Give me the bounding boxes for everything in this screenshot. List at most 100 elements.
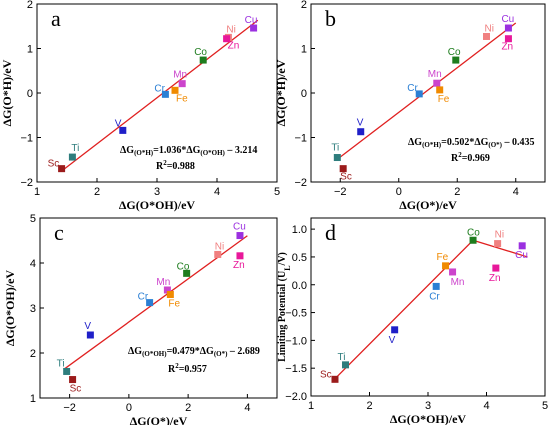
point-cr xyxy=(146,299,154,307)
y-tick-label: 1 xyxy=(30,393,36,405)
x-tick-label: 4 xyxy=(244,402,250,414)
panel-a: 1 2 3 4 5 −2 −1 0 1 2 ΔG(O*OH)/eV ΔG(O*H)/eV a Sc Ti V C… xyxy=(0,0,280,212)
point-co xyxy=(469,236,477,244)
x-tick-label: 0 xyxy=(126,402,132,414)
plot-frame xyxy=(310,217,546,397)
point-fe xyxy=(166,291,174,298)
y-tick-label: −1.5 xyxy=(285,363,307,375)
x-axis-label: ΔG(O*OH)/eV xyxy=(119,198,196,212)
point-label-sc: Sc xyxy=(320,369,332,380)
point-cu xyxy=(250,24,258,32)
point-label-ti: Ti xyxy=(71,143,79,154)
point-label-cr: Cr xyxy=(407,83,418,94)
y-tick-label: 0.0 xyxy=(292,280,307,292)
point-label-zn: Zn xyxy=(233,260,245,271)
fit-line xyxy=(336,22,517,160)
y-axis-label: ΔG(O*H)/eV xyxy=(274,59,288,126)
y-tick-label: 0 xyxy=(301,88,307,100)
r-squared: R2=0.969 xyxy=(451,151,490,164)
point-fe xyxy=(171,86,179,94)
point-label-cu: Cu xyxy=(515,250,528,261)
x-tick-label: 5 xyxy=(542,400,548,412)
fit-equation: ΔG(O*H)=0.502*ΔG(O*) – 0.435 xyxy=(408,137,534,149)
point-co xyxy=(183,269,191,277)
panel-c: −2 0 2 4 1 2 3 4 5 ΔG(O*)/eV ΔG(O*OH)/eV c Ti Sc V Cr Mn… xyxy=(3,213,278,428)
point-v xyxy=(357,128,365,136)
point-v xyxy=(86,331,94,339)
y-axis-label: Limiting Potential (UL/V) xyxy=(277,252,292,362)
volcano-line xyxy=(333,239,528,380)
y-tick-label: −0.5 xyxy=(285,308,307,320)
x-tick-label: −2 xyxy=(334,186,347,198)
y-tick-label: 0 xyxy=(27,88,33,100)
point-label-sc: Sc xyxy=(70,384,82,395)
fit-equation: ΔG(O*OH)=0.479*ΔG(O*) – 2.689 xyxy=(128,346,260,358)
x-tick-label: 0 xyxy=(396,186,402,198)
panel-letter: c xyxy=(54,220,64,245)
point-label-co: Co xyxy=(467,227,480,238)
point-label-fe: Fe xyxy=(437,252,449,263)
x-tick-label: 1 xyxy=(308,400,314,412)
point-label-co: Co xyxy=(194,47,207,58)
point-label-zn: Zn xyxy=(228,41,240,52)
point-ni xyxy=(494,240,502,248)
point-label-ni: Ni xyxy=(495,230,504,241)
point-ti xyxy=(68,153,76,161)
point-ni xyxy=(483,32,490,40)
x-tick-label: 4 xyxy=(483,400,489,412)
point-cr xyxy=(432,282,440,290)
x-tick-label: 3 xyxy=(425,400,431,412)
point-label-sc: Sc xyxy=(48,159,60,170)
point-label-mn: Mn xyxy=(173,70,187,81)
point-v xyxy=(391,326,399,334)
panel-b: −2 0 2 4−2−1012ΔG(O*)/eVΔG(O*H)/eVbScTiVCrM… xyxy=(274,0,546,212)
y-tick-label: −1.0 xyxy=(285,335,307,347)
y-axis-label: ΔG(O*OH)/eV xyxy=(3,270,17,347)
x-tick-label: 2 xyxy=(94,186,100,198)
point-co xyxy=(452,56,460,64)
point-ti xyxy=(333,154,341,162)
point-sc xyxy=(58,165,66,173)
fit-equation: ΔG(O*H)=1.036*ΔG(O*OH) – 3.214 xyxy=(120,145,257,157)
x-tick-label: −2 xyxy=(63,402,76,414)
point-co xyxy=(199,56,207,64)
y-tick-label: 1 xyxy=(301,44,307,56)
x-axis-label: ΔG(O*OH)/eV xyxy=(390,412,467,425)
point-cr xyxy=(161,90,169,98)
point-label-co: Co xyxy=(177,261,190,272)
x-axis-label: ΔG(O*)/eV xyxy=(399,198,457,212)
point-ti xyxy=(63,367,71,375)
point-label-ni: Ni xyxy=(215,241,224,252)
panel-letter: a xyxy=(51,6,61,31)
point-cu xyxy=(236,232,244,240)
y-tick-label: −2 xyxy=(294,177,307,189)
panel-d: 1 2 3 4 5 −2.0 −1.5 −1.0 −0.5 0.0 0.5 1.0 ΔG(O*OH)/e… xyxy=(277,217,548,426)
point-label-fe: Fe xyxy=(168,299,180,310)
point-label-ti: Ti xyxy=(331,143,339,154)
point-label-v: V xyxy=(84,321,91,332)
point-label-cu: Cu xyxy=(233,222,246,233)
y-tick-label: 3 xyxy=(30,303,36,315)
r-squared: R2=0.957 xyxy=(168,362,207,375)
y-tick-label: 2 xyxy=(301,0,307,11)
y-tick-label: −1 xyxy=(294,133,307,145)
x-tick-label: 2 xyxy=(185,402,191,414)
x-tick-label: 2 xyxy=(454,186,460,198)
y-tick-label: 4 xyxy=(30,258,36,270)
y-tick-label: 0.5 xyxy=(292,252,307,264)
point-fe xyxy=(436,86,444,94)
x-tick-label: 4 xyxy=(513,186,519,198)
point-zn xyxy=(504,35,512,43)
plot-frame xyxy=(39,217,278,399)
point-label-sc: Sc xyxy=(340,172,352,183)
point-cu xyxy=(518,242,526,250)
y-axis-label: ΔG(O*H)/eV xyxy=(0,59,14,126)
point-label-cu: Cu xyxy=(501,14,514,25)
point-label-cr: Cr xyxy=(429,291,440,302)
panel-letter: b xyxy=(325,6,336,31)
point-mn xyxy=(163,286,171,294)
y-tick-label: −1 xyxy=(20,133,33,145)
point-label-ni: Ni xyxy=(485,23,494,34)
point-label-fe: Fe xyxy=(176,93,188,104)
